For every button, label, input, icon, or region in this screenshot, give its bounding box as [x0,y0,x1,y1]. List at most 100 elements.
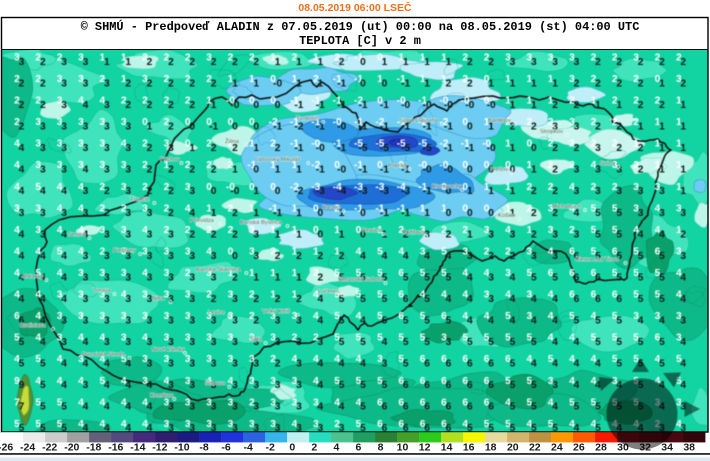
svg-text:3: 3 [270,333,276,344]
svg-text:2: 2 [232,229,238,240]
svg-text:2: 2 [185,96,191,107]
svg-text:TEPLOTA [C] v 2 m: TEPLOTA [C] v 2 m [299,34,421,48]
svg-text:-1: -1 [397,74,406,85]
svg-text:5: 5 [334,311,340,322]
svg-text:1: 1 [99,53,105,64]
svg-text:4: 4 [467,294,473,305]
svg-text:Rimavská Sobota: Rimavská Sobota [338,277,384,283]
svg-text:5: 5 [398,354,404,365]
svg-text:4: 4 [99,333,105,344]
svg-text:3: 3 [270,419,276,430]
svg-text:3: 3 [125,165,131,176]
svg-text:3: 3 [189,423,195,434]
svg-text:3: 3 [232,380,238,391]
svg-text:4: 4 [83,359,89,370]
svg-text:3: 3 [57,117,63,128]
svg-text:-3: -3 [354,182,363,193]
svg-text:4: 4 [569,182,575,193]
svg-text:2: 2 [40,100,46,111]
svg-text:24: 24 [551,442,563,454]
svg-text:3: 3 [548,203,554,214]
svg-text:1: 1 [296,79,302,90]
svg-text:2: 2 [19,100,25,111]
svg-text:3: 3 [676,247,682,258]
svg-text:3: 3 [40,122,46,133]
svg-text:2: 2 [275,143,281,154]
svg-text:3: 3 [206,397,212,408]
svg-text:1: 1 [505,74,511,85]
svg-text:3: 3 [40,165,46,176]
svg-text:2: 2 [552,208,558,219]
svg-text:4: 4 [206,247,212,258]
svg-text:6: 6 [377,419,383,430]
svg-text:4: 4 [467,316,473,327]
svg-text:4: 4 [147,380,153,391]
svg-text:3: 3 [125,186,131,197]
svg-text:2: 2 [569,160,575,171]
svg-text:5: 5 [655,268,661,279]
svg-text:1: 1 [510,186,516,197]
svg-text:2: 2 [612,96,618,107]
svg-text:Senica: Senica [68,232,87,238]
svg-text:6: 6 [355,442,361,454]
svg-text:3: 3 [99,139,105,150]
svg-text:3: 3 [420,225,426,236]
svg-text:1: 1 [253,272,259,283]
svg-text:3: 3 [633,203,639,214]
svg-text:1: 1 [292,290,298,301]
svg-text:2: 2 [168,57,174,68]
svg-text:4: 4 [57,376,63,387]
svg-text:-1: -1 [401,165,410,176]
svg-text:3: 3 [638,186,644,197]
svg-text:6: 6 [398,268,404,279]
svg-text:6: 6 [403,294,409,305]
svg-text:3: 3 [313,397,319,408]
svg-text:5: 5 [424,316,430,327]
svg-text:Prievidza: Prievidza [190,218,215,224]
svg-text:3: 3 [548,225,554,236]
svg-text:3: 3 [104,143,110,154]
svg-text:3: 3 [168,380,174,391]
svg-text:0: 0 [317,229,323,240]
svg-text:1: 1 [270,53,276,64]
svg-text:-1: -1 [354,74,363,85]
svg-text:1: 1 [424,57,430,68]
svg-text:1: 1 [339,229,345,240]
svg-text:2: 2 [275,251,281,262]
svg-text:2: 2 [249,53,255,64]
svg-text:3: 3 [104,79,110,90]
svg-text:Krompachy: Krompachy [432,184,461,190]
svg-text:16: 16 [463,442,475,454]
svg-text:4: 4 [40,316,46,327]
svg-text:4: 4 [680,272,686,283]
svg-text:3: 3 [574,229,580,240]
svg-text:-24: -24 [20,442,35,454]
svg-text:2: 2 [164,53,170,64]
svg-text:2: 2 [616,122,622,133]
svg-text:4: 4 [680,337,686,348]
svg-text:0: 0 [467,122,473,133]
svg-text:3: 3 [633,182,639,193]
svg-text:4: 4 [40,272,46,283]
svg-text:4: 4 [424,251,430,262]
svg-text:5: 5 [377,311,383,322]
svg-text:0: 0 [462,203,468,214]
svg-text:1: 1 [382,57,388,68]
svg-text:4: 4 [78,182,84,193]
svg-text:6: 6 [505,354,511,365]
svg-text:3: 3 [147,251,153,262]
svg-text:-1: -1 [337,79,346,90]
svg-text:4: 4 [655,376,661,387]
svg-text:1: 1 [552,79,558,90]
svg-text:5: 5 [612,268,618,279]
svg-text:5: 5 [595,229,601,240]
svg-text:2: 2 [292,53,298,64]
svg-text:2: 2 [228,139,234,150]
svg-text:3: 3 [612,376,618,387]
svg-text:-1: -1 [316,100,325,111]
svg-text:Komárno: Komárno [150,393,174,399]
svg-text:2: 2 [313,74,319,85]
svg-text:5: 5 [19,337,25,348]
svg-text:5: 5 [638,337,644,348]
svg-text:4: 4 [185,203,191,214]
